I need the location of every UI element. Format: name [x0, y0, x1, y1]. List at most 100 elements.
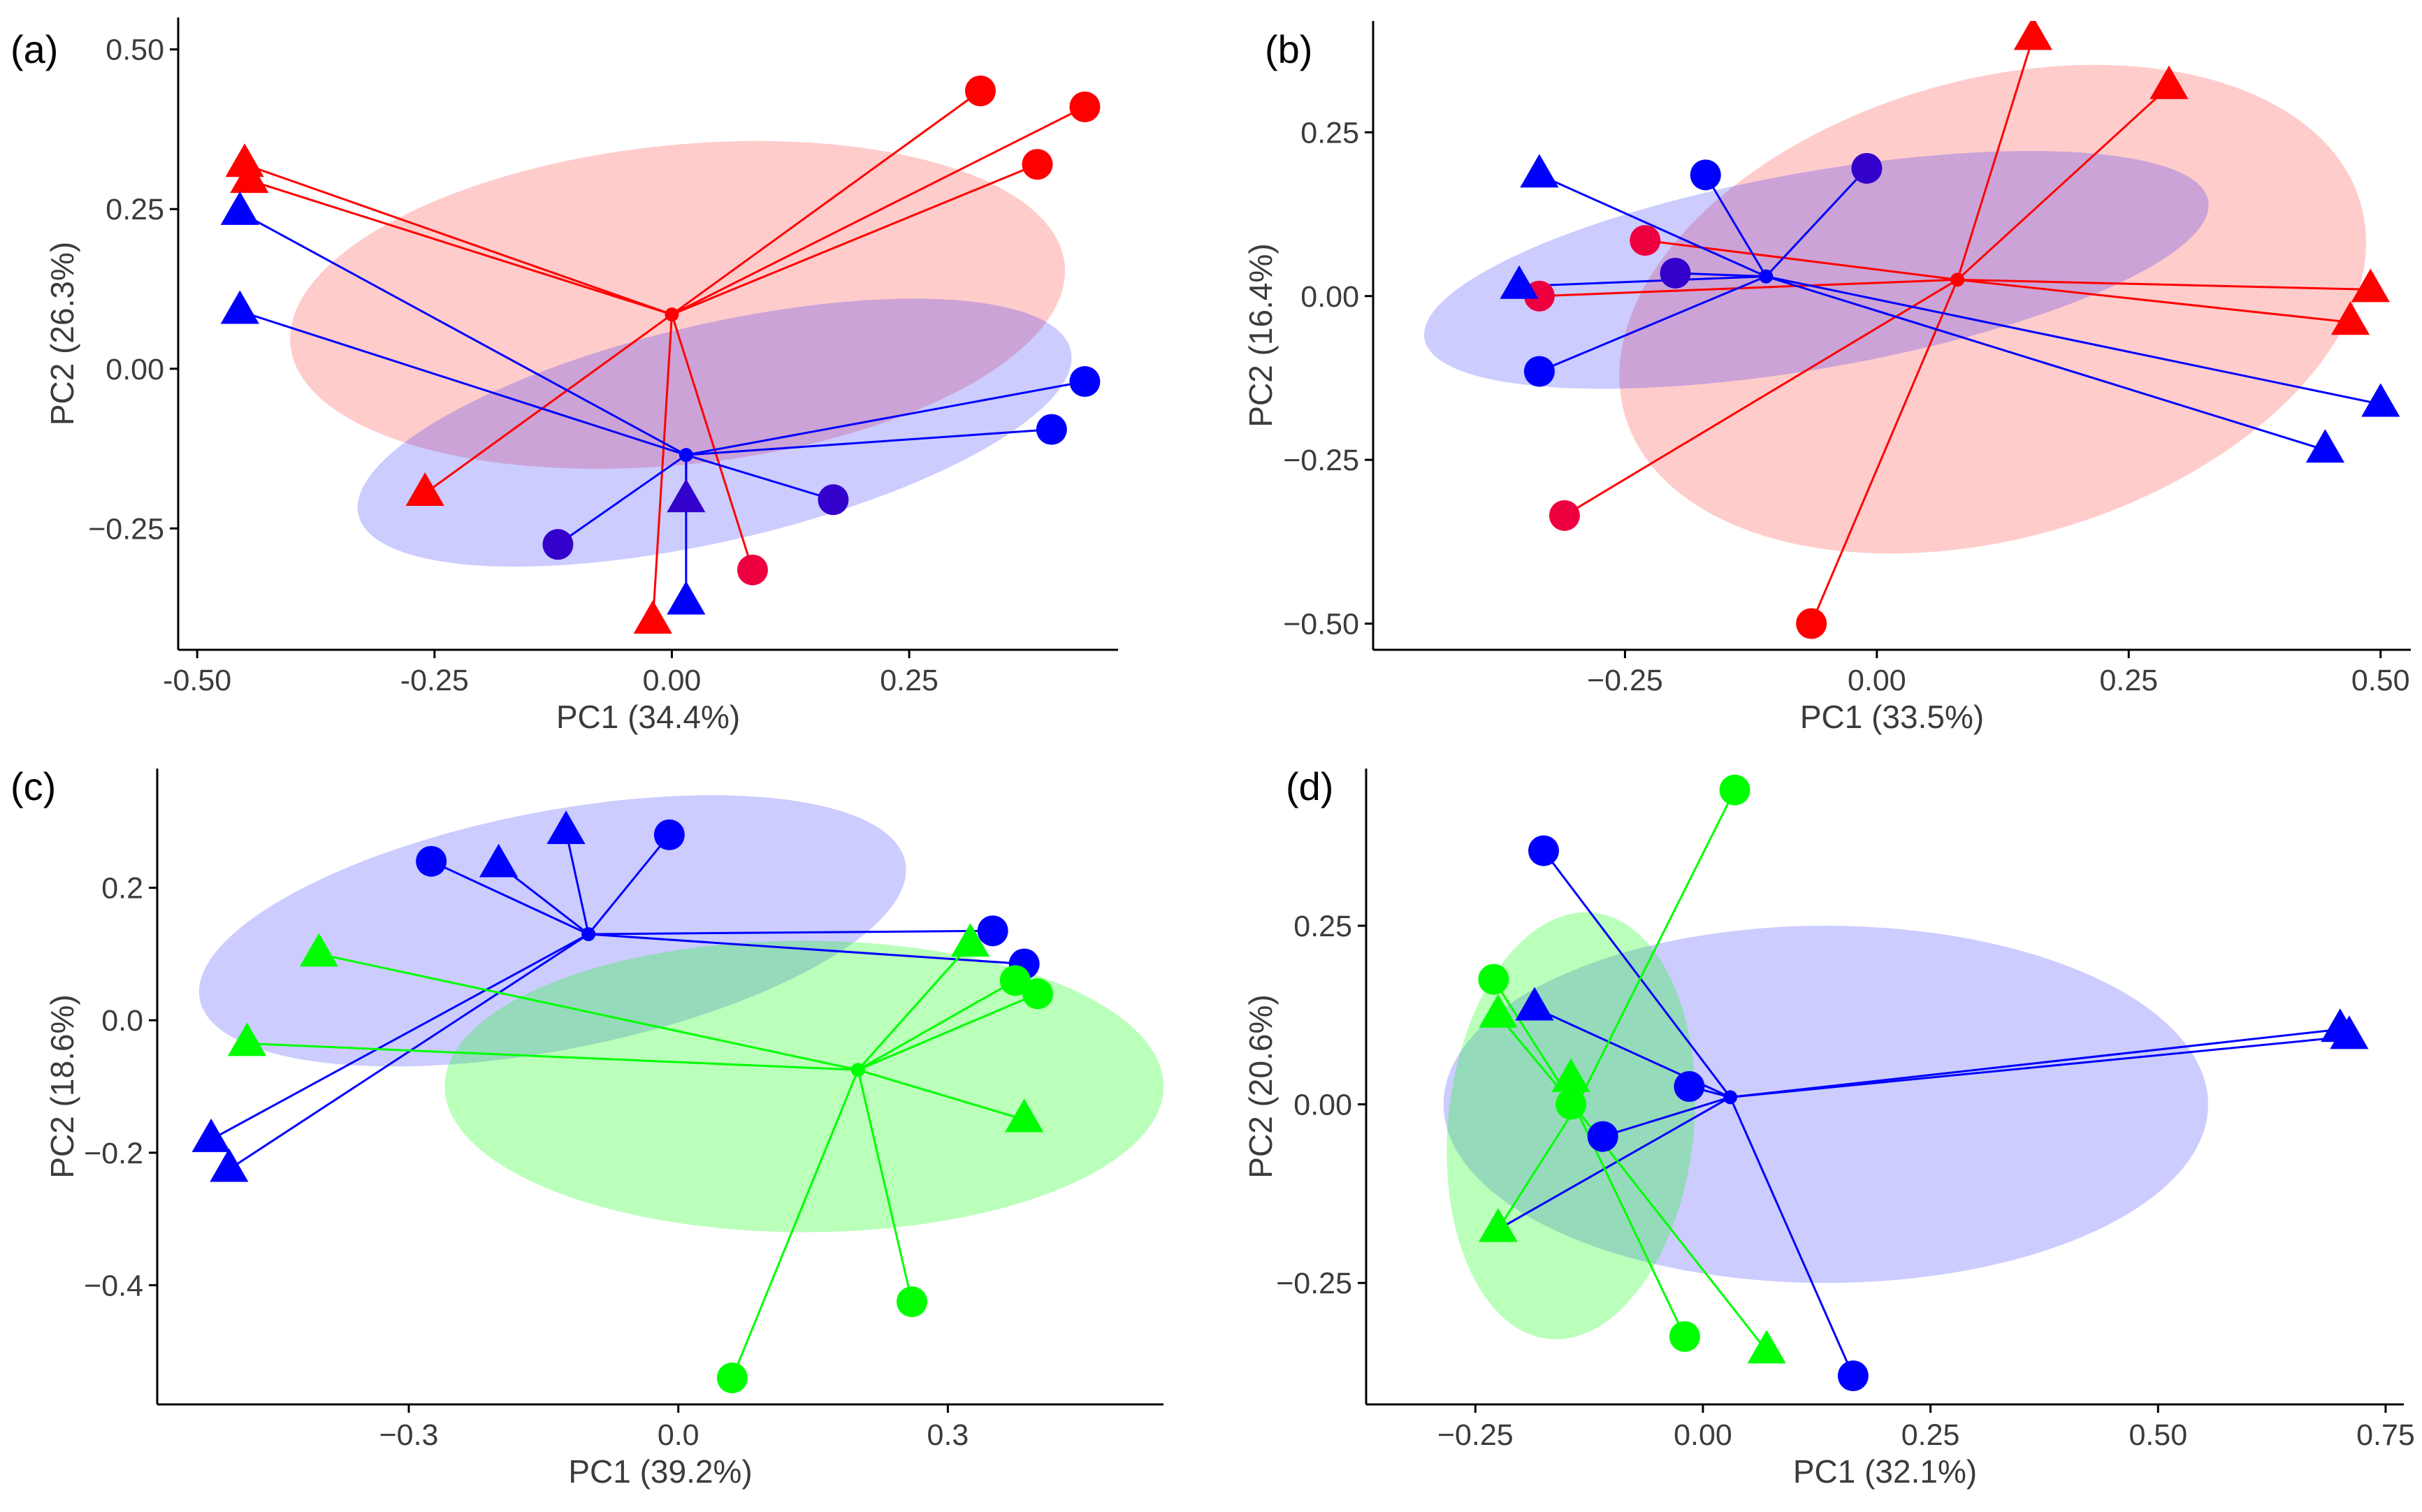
panel-a: (a) -0.50 -0.25 0.00 0.25 −0.25 0.00 0.25 0.50 PC… — [10, 17, 1118, 735]
red-triangle-point — [2013, 21, 2052, 50]
green-spider-line — [857, 980, 1016, 1071]
y-tick-label: −0.4 — [84, 1269, 143, 1302]
y-tick-label: 0.0 — [101, 1004, 143, 1038]
red-circle-point — [1022, 149, 1053, 180]
red-spider-line — [249, 179, 672, 316]
blue-triangle-point — [1500, 265, 1539, 299]
red-triangle-point — [2351, 268, 2390, 303]
blue-circle-point — [542, 529, 574, 560]
green-spider-line — [857, 1069, 913, 1302]
blue-triangle-point — [2305, 429, 2345, 463]
y-tick-label: −0.25 — [1276, 1267, 1352, 1300]
y-tick-label: 0.00 — [1293, 1089, 1352, 1122]
green-triangle-point — [1479, 994, 1518, 1028]
y-tick-label: 0.50 — [106, 34, 164, 67]
green-triangle-point — [950, 923, 990, 957]
blue-spider-line — [1704, 174, 1767, 277]
green-spider-line — [857, 992, 1038, 1071]
blue-spider-line — [557, 453, 687, 546]
y-tick-label: 0.25 — [106, 193, 164, 226]
red-spider-line — [424, 313, 673, 495]
blue-circle-point — [416, 845, 447, 877]
y-tick-label: −0.25 — [1283, 444, 1359, 477]
x-tick-label: 0.00 — [1848, 664, 1906, 697]
x-tick-label: 0.3 — [927, 1418, 969, 1452]
blue-spider-line — [1765, 167, 1868, 277]
y-tick-label: 0.25 — [1293, 910, 1352, 943]
blue-circle-point — [818, 484, 849, 516]
blue-triangle-point — [220, 290, 259, 324]
y-axis-title: PC2 (26.3%) — [44, 242, 80, 426]
red-circle-point — [1630, 225, 1661, 256]
green-spider-line — [319, 952, 859, 1071]
x-tick-label: 0.25 — [2099, 664, 2158, 697]
y-axis-title: PC2 (16.4%) — [1242, 243, 1279, 427]
x-tick-label: 0.25 — [880, 664, 938, 697]
red-circle-point — [1069, 91, 1101, 122]
blue-circle-point — [653, 819, 685, 850]
x-tick-label: 0.50 — [2129, 1418, 2187, 1452]
green-centroid — [1568, 1100, 1583, 1115]
blue-spider-line — [1539, 275, 1767, 372]
green-circle-point — [1022, 978, 1053, 1010]
blue-circle-point — [1660, 257, 1691, 289]
red-centroid — [1950, 272, 1965, 287]
panel-label: (c) — [10, 764, 56, 808]
x-axis-title: PC1 (32.1%) — [1793, 1453, 1977, 1490]
blue-spider-line — [1730, 1035, 2349, 1098]
blue-circle-point — [1690, 159, 1721, 191]
red-triangle-point — [2330, 301, 2370, 335]
green-triangle-point — [1747, 1330, 1786, 1364]
blue-spider-line — [239, 211, 687, 456]
green-centroid — [850, 1063, 865, 1077]
blue-confidence-ellipse — [198, 795, 906, 1067]
panel-label: (a) — [10, 27, 58, 71]
x-tick-label: 0.00 — [643, 664, 702, 697]
blue-circle-point — [1528, 835, 1560, 866]
blue-confidence-ellipse — [1423, 151, 2209, 389]
green-triangle-point — [1479, 1208, 1518, 1242]
blue-centroid — [1759, 269, 1774, 284]
y-tick-label: 0.00 — [106, 353, 164, 386]
red-spider-line — [1957, 278, 2351, 324]
red-spider-line — [1539, 278, 1958, 298]
blue-circle-point — [1837, 1360, 1869, 1392]
panel-d: (d)−0.25 0.00 0.25 0.50 0.75−0.250.000.25PC1… — [1242, 764, 2415, 1490]
green-circle-point — [1478, 964, 1509, 995]
blue-centroid — [679, 448, 693, 463]
blue-spider-line — [1539, 173, 1767, 277]
x-tick-label: 0.0 — [658, 1418, 699, 1452]
blue-spider-line — [1765, 275, 2381, 405]
green-triangle-point — [299, 933, 339, 967]
blue-spider-line — [686, 453, 834, 501]
red-spider-line — [1810, 279, 1959, 625]
x-tick-label: 0.00 — [1674, 1418, 1732, 1452]
red-circle-point — [965, 75, 996, 107]
blue-confidence-ellipse — [1443, 925, 2208, 1284]
red-circle-point — [737, 554, 768, 586]
panel-c: (c) −0.3 0.0 0.3 −0.4 −0.2 0.0 0.2 PC1 (39.2%) PC… — [10, 764, 1163, 1490]
green-spider-line — [857, 1068, 1025, 1121]
red-spider-line — [244, 163, 672, 316]
blue-spider-line — [565, 831, 590, 935]
blue-circle-point — [1036, 414, 1067, 445]
blue-centroid — [581, 926, 596, 941]
y-axis-title: PC2 (20.6%) — [1242, 994, 1279, 1178]
blue-spider-line — [210, 933, 589, 1141]
green-circle-point — [999, 965, 1031, 996]
red-spider-line — [1564, 279, 1958, 517]
y-tick-label: −0.2 — [84, 1137, 143, 1170]
blue-circle-point — [1851, 152, 1883, 184]
red-triangle-point — [633, 599, 672, 634]
blue-spider-line — [229, 933, 589, 1170]
blue-triangle-point — [667, 479, 706, 513]
green-spider-line — [857, 943, 971, 1071]
green-triangle-point — [1551, 1058, 1590, 1092]
x-tick-label: 0.75 — [2356, 1418, 2415, 1452]
blue-spider-line — [1729, 1096, 1855, 1376]
red-spider-line — [1645, 239, 1958, 281]
blue-confidence-ellipse — [357, 298, 1072, 567]
x-tick-label: −0.25 — [1587, 664, 1663, 697]
red-spider-line — [671, 314, 754, 571]
